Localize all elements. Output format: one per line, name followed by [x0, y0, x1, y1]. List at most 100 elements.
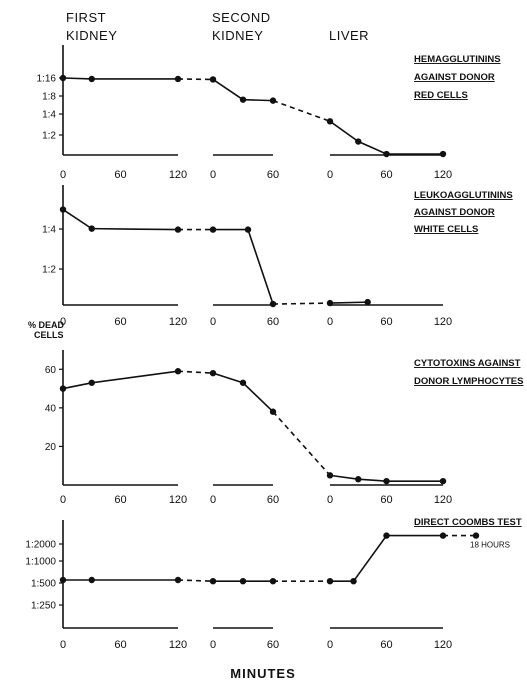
data-point: [270, 97, 276, 103]
y-tick-label: 1:250: [31, 601, 56, 612]
panel-title-line: HEMAGGLUTININS: [414, 54, 501, 65]
x-tick-label: 0: [60, 169, 66, 181]
data-point: [60, 385, 66, 391]
series-segment: [92, 371, 178, 383]
y-tick-label: 40: [45, 403, 57, 414]
data-point: [327, 118, 333, 124]
data-point: [210, 76, 216, 82]
data-point: [383, 478, 389, 484]
series-dashed-connector: [273, 101, 330, 122]
x-tick-label: 0: [327, 639, 333, 651]
x-tick-label: 0: [210, 316, 216, 328]
x-tick-label: 120: [434, 494, 452, 506]
x-tick-label: 120: [434, 639, 452, 651]
data-point: [350, 578, 356, 584]
column-header-liver: LIVER: [329, 28, 369, 43]
data-point: [240, 96, 246, 102]
y-tick-label: 1:4: [42, 225, 56, 236]
data-point: [270, 301, 276, 307]
series-segment: [63, 210, 92, 229]
data-point: [327, 578, 333, 584]
data-point: [210, 226, 216, 232]
data-point: [327, 472, 333, 478]
y-axis-label: CELLS: [34, 330, 64, 340]
x-tick-label: 60: [267, 169, 279, 181]
x-tick-label: 60: [380, 316, 392, 328]
x-tick-label: 0: [210, 639, 216, 651]
x-tick-label: 120: [169, 316, 187, 328]
data-point: [240, 578, 246, 584]
series-segment: [243, 383, 273, 412]
data-point: [89, 577, 95, 583]
series-segment: [92, 229, 178, 230]
x-tick-label: 60: [114, 316, 126, 328]
x-tick-label: 60: [114, 169, 126, 181]
panel-title-line: RED CELLS: [414, 90, 468, 101]
x-tick-label: 60: [267, 316, 279, 328]
data-point: [440, 151, 446, 157]
x-tick-label: 60: [267, 494, 279, 506]
data-point: [355, 476, 361, 482]
panel-title-line: DONOR LYMPHOCYTES: [414, 376, 523, 387]
y-tick-label: 1:2: [42, 265, 56, 276]
x-tick-label: 0: [327, 169, 333, 181]
x-tick-label: 60: [267, 639, 279, 651]
series-segment: [354, 536, 387, 582]
column-header-first-kidney-line1: FIRST: [66, 10, 106, 25]
x-tick-label: 0: [210, 169, 216, 181]
series-segment: [248, 230, 273, 304]
column-header-first-kidney-line2: KIDNEY: [66, 28, 117, 43]
data-point: [175, 226, 181, 232]
series-segment: [213, 373, 243, 383]
panel-title-line: CYTOTOXINS AGAINST: [414, 358, 521, 369]
x-tick-label: 60: [114, 494, 126, 506]
x-tick-label: 120: [169, 494, 187, 506]
panel-title-line: LEUKOAGGLUTININS: [414, 190, 513, 201]
panel-title-line: AGAINST DONOR: [414, 207, 495, 218]
data-point: [175, 577, 181, 583]
x-axis-title: MINUTES: [230, 666, 296, 681]
x-tick-label: 0: [60, 494, 66, 506]
x-tick-label: 0: [327, 494, 333, 506]
y-tick-label: 60: [45, 365, 57, 376]
y-tick-label: 1:500: [31, 579, 56, 590]
x-tick-label: 120: [169, 639, 187, 651]
x-tick-label: 60: [380, 639, 392, 651]
x-tick-label: 60: [380, 494, 392, 506]
series-segment: [63, 78, 92, 79]
data-point: [60, 577, 66, 583]
series-segment: [213, 79, 243, 99]
series-segment: [330, 475, 358, 479]
series-segment: [358, 479, 386, 481]
data-point: [210, 370, 216, 376]
y-tick-label: 1:4: [42, 110, 56, 121]
data-point: [270, 578, 276, 584]
data-point: [327, 300, 333, 306]
data-point: [440, 478, 446, 484]
series-dashed-connector: [273, 412, 330, 476]
column-header-second-kidney-line2: KIDNEY: [212, 28, 263, 43]
data-point: [383, 151, 389, 157]
data-point: [89, 225, 95, 231]
x-tick-label: 120: [169, 169, 187, 181]
series-segment: [330, 121, 358, 141]
column-header-second-kidney-line1: SECOND: [212, 10, 271, 25]
data-point: [175, 368, 181, 374]
y-tick-label: 1:8: [42, 92, 56, 103]
data-point: [240, 380, 246, 386]
x-tick-label: 60: [380, 169, 392, 181]
x-tick-label: 120: [434, 169, 452, 181]
y-tick-label: 1:1000: [25, 557, 56, 568]
y-tick-label: 1:2000: [25, 540, 56, 551]
data-point: [175, 76, 181, 82]
y-tick-label: 1:2: [42, 131, 56, 142]
data-point: [364, 299, 370, 305]
x-tick-label: 0: [210, 494, 216, 506]
x-tick-label: 60: [114, 639, 126, 651]
